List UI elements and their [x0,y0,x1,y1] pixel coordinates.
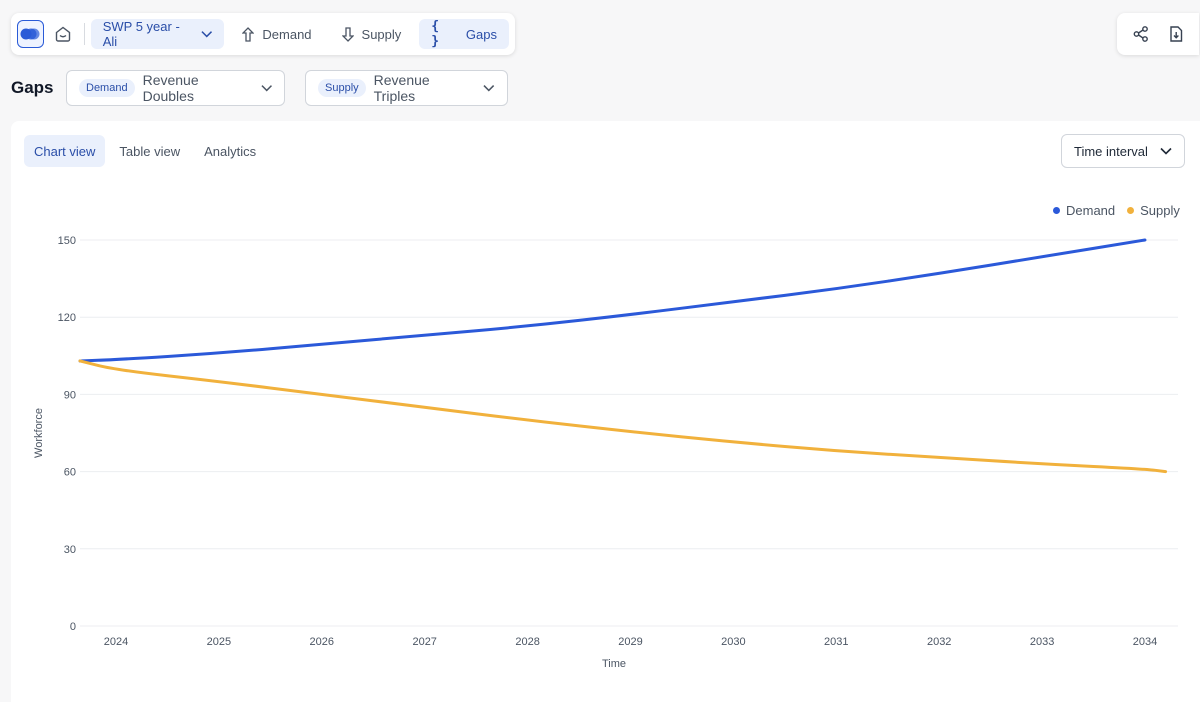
nav-demand-label: Demand [262,26,312,42]
x-tick-label: 2027 [412,636,436,648]
supply-scenario-value: Revenue Triples [373,72,430,104]
x-tick-label: 2030 [721,636,745,648]
x-axis-label: Time [602,658,626,670]
supply-scenario-select[interactable]: Supply Revenue Triples [305,70,508,106]
nav-supply[interactable]: Supply [330,19,414,49]
y-axis-label: Workforce [33,408,45,458]
plan-selector-label: SWP 5 year - Ali [102,19,180,49]
x-tick-label: 2026 [310,636,334,648]
legend-item-demand[interactable]: Demand [1053,203,1115,218]
x-tick-label: 2031 [824,636,848,648]
y-tick-label: 120 [58,312,76,324]
arrow-up-icon [242,26,255,42]
nav-demand[interactable]: Demand [230,19,323,49]
right-toolbar [1117,13,1199,55]
chevron-down-icon [483,85,495,92]
series-line-supply [78,359,1168,474]
nav-gaps-label: Gaps [465,26,497,42]
page-title: Gaps [11,78,54,97]
app-logo-icon[interactable] [17,20,44,48]
legend-dot-demand [1053,207,1060,214]
legend-label-demand: Demand [1066,203,1116,218]
y-tick-label: 90 [64,389,76,401]
supply-tag: Supply [318,79,366,97]
demand-scenario-value: Revenue Doubles [142,72,199,104]
y-tick-label: 60 [64,467,76,479]
series-line-demand [78,238,1147,363]
chart-card: Chart view Table view Analytics Time int… [11,121,1200,702]
legend-dot-supply [1127,207,1135,214]
download-icon[interactable] [1163,21,1189,47]
nav-supply-label: Supply [361,26,402,42]
x-tick-label: 2032 [927,636,951,648]
x-tick-label: 2024 [104,636,128,648]
view-tabs: Chart view Table view Analytics [24,135,266,167]
legend-item-supply[interactable]: Supply [1127,203,1180,218]
y-tick-label: 30 [64,544,76,556]
home-icon[interactable] [50,20,77,48]
chevron-down-icon [260,85,272,92]
demand-tag: Demand [79,79,135,97]
x-tick-label: 2034 [1133,636,1157,648]
x-tick-label: 2033 [1030,636,1054,648]
y-tick-label: 150 [58,235,76,247]
plan-selector[interactable]: SWP 5 year - Ali [90,19,225,49]
chevron-down-icon [1160,147,1172,155]
y-tick-label: 0 [70,621,76,633]
tab-table-view[interactable]: Table view [119,143,181,159]
chevron-down-icon [201,31,212,38]
gaps-line-chart: 0 30 60 90 120 150 2024 2025 2026 2027 2028 2029 203… [33,235,1178,670]
arrow-down-icon [341,26,354,42]
top-toolbar: SWP 5 year - Ali Demand Supply { } Gaps [11,13,515,55]
demand-scenario-select[interactable]: Demand Revenue Doubles [66,70,285,106]
x-tick-label: 2025 [207,636,231,648]
toolbar-divider [83,23,85,45]
share-icon[interactable] [1128,21,1154,47]
legend-label-supply: Supply [1140,203,1180,218]
x-tick-label: 2028 [515,636,539,648]
time-interval-select[interactable]: Time interval [1061,134,1185,168]
tab-chart-view[interactable]: Chart view [24,135,106,167]
braces-icon: { } [431,19,442,49]
tab-analytics[interactable]: Analytics [204,143,257,159]
x-tick-label: 2029 [618,636,642,648]
chart-legend: Demand Supply [1053,203,1180,218]
time-interval-label: Time interval [1074,143,1148,159]
nav-gaps[interactable]: { } Gaps [419,19,509,49]
